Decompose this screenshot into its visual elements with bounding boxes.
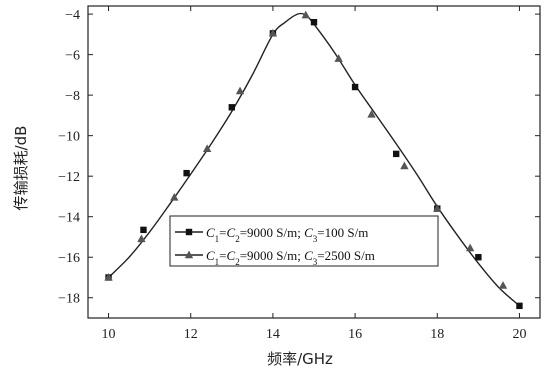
triangle-marker [170,192,179,201]
square-marker [351,83,359,91]
triangle-marker [334,54,343,62]
x-tick-label: 10 [102,327,116,342]
x-tick-label: 18 [430,327,444,342]
triangle-marker [137,234,146,243]
legend-items: C1=C2=9000 S/m; C3=100 S/m C1=C2=9000 S/m… [175,225,375,267]
square-marker [228,104,236,111]
y-tick-label: −16 [58,251,80,266]
y-tick-labels: −4 −6 −8 −10 −12 −14 −16 −18 [58,8,80,307]
triangle-marker [465,243,475,252]
x-tick-label: 16 [348,327,362,342]
square-marker [140,226,147,234]
y-tick-label: −14 [58,211,80,226]
x-axis-title: 频率/GHz [267,350,333,368]
triangle-marker [235,86,245,95]
triangle-marker [433,204,442,212]
axis-ticks [88,6,540,318]
legend-label: C1=C2=9000 S/m; C3=2500 S/m [206,248,375,267]
triangle-marker [367,109,376,118]
data-markers [104,10,523,310]
y-tick-label: −8 [65,89,80,104]
y-axis-title: 传输损耗/dB [12,126,30,211]
triangle-marker [498,281,508,289]
plot-frame [87,5,541,319]
y-tick-label: −4 [65,8,80,23]
x-tick-label: 12 [184,327,198,342]
legend-box [169,215,439,267]
x-tick-label: 20 [512,327,526,342]
square-marker [310,19,318,26]
legend-triangle-marker [184,250,194,259]
square-marker [516,302,523,310]
square-marker [475,254,482,261]
triangle-marker [268,28,278,37]
y-tick-label: −18 [58,292,80,307]
triangle-marker [202,144,212,153]
x-tick-labels: 10 12 14 16 18 20 [102,327,527,342]
legend-square-marker [185,228,193,236]
legend: C1=C2=9000 S/m; C3=100 S/m C1=C2=9000 S/m… [169,215,439,267]
square-marker [183,169,190,177]
y-tick-label: −10 [58,130,80,145]
square-marker [392,150,400,158]
triangle-marker [301,10,310,19]
triangle-marker [104,272,113,281]
y-tick-label: −12 [58,170,80,185]
triangle-marker [400,161,409,170]
y-tick-label: −6 [65,49,80,64]
x-tick-label: 14 [266,327,280,342]
legend-label: C1=C2=9000 S/m; C3=100 S/m [206,225,368,244]
